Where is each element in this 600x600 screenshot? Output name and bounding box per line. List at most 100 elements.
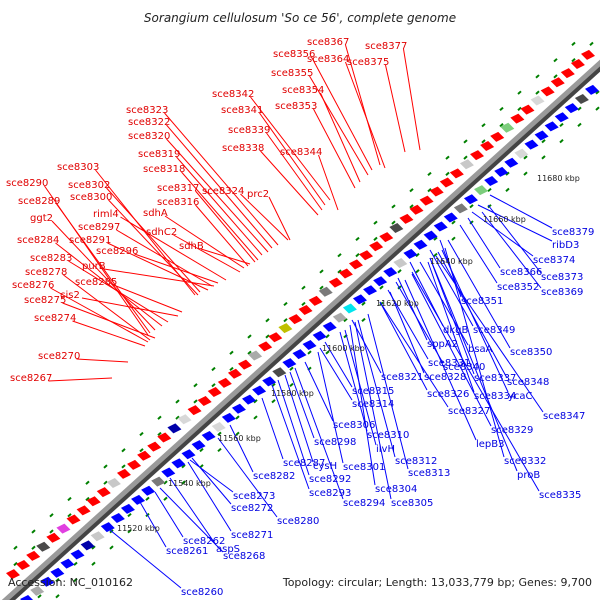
- forward-gene-label: sce8364: [307, 54, 349, 65]
- forward-connector: [164, 215, 245, 269]
- gene-forward-block: [36, 541, 51, 552]
- forward-gene-label: ggt2: [30, 213, 53, 224]
- tick-dot: [85, 496, 90, 502]
- tick-dot: [373, 220, 378, 225]
- tick-dot: [55, 577, 60, 583]
- forward-gene-label: sdhA: [143, 208, 168, 219]
- forward-gene-label: sce8275: [24, 295, 66, 306]
- gene-forward-block: [147, 441, 162, 452]
- gene-forward-block: [16, 560, 31, 571]
- reverse-gene-label: sce8327: [448, 406, 490, 417]
- reverse-connector: [304, 361, 334, 422]
- tick-dot: [361, 317, 366, 323]
- tick-dot: [523, 171, 528, 176]
- tick-dot: [37, 594, 42, 599]
- reverse-connector: [217, 437, 278, 518]
- forward-connector: [345, 61, 386, 169]
- tick-dot: [103, 464, 108, 469]
- gene-forward-block: [308, 295, 323, 306]
- tick-dot: [307, 350, 312, 355]
- reverse-gene-label: ilvH: [376, 444, 395, 455]
- gene-reverse-block: [40, 576, 55, 587]
- reverse-connector: [447, 239, 511, 349]
- gene-forward-block: [530, 95, 545, 106]
- gene-forward-block: [288, 314, 303, 325]
- gene-forward-block: [359, 250, 374, 261]
- reverse-gene-label: sce8352: [497, 282, 539, 293]
- reverse-gene-label: sppA2: [427, 339, 458, 350]
- gene-reverse-block: [443, 212, 458, 223]
- forward-gene-label: sce8341: [221, 105, 263, 116]
- gene-reverse-block: [302, 339, 317, 350]
- gene-forward-block: [490, 131, 505, 142]
- gene-reverse-block: [191, 440, 206, 451]
- tick-dot: [163, 496, 168, 501]
- gene-forward-block: [389, 222, 404, 233]
- scale-label: 11520 kbp: [117, 524, 160, 533]
- gene-reverse-block: [564, 103, 579, 114]
- scale-label: 11660 kbp: [483, 215, 526, 224]
- reverse-gene-label: sce8262: [183, 536, 225, 547]
- tick-dot: [49, 513, 54, 518]
- gene-forward-block: [177, 414, 192, 425]
- forward-connector: [81, 297, 179, 317]
- gene-reverse-block: [423, 230, 438, 241]
- reverse-gene-label: sce8351: [461, 296, 503, 307]
- forward-connector: [176, 156, 263, 256]
- tick-dot: [373, 236, 378, 241]
- tick-dot: [535, 90, 540, 95]
- backbone-shadow: [4, 62, 600, 600]
- reverse-connector: [397, 277, 428, 341]
- gene-forward-block: [127, 459, 142, 470]
- gene-forward-block: [6, 569, 20, 580]
- tick-dot: [73, 577, 78, 583]
- forward-connector: [259, 112, 326, 206]
- tick-dot: [577, 106, 582, 111]
- reverse-connector: [441, 249, 509, 393]
- gene-reverse-block: [514, 148, 529, 159]
- gene-reverse-block: [403, 248, 418, 259]
- forward-connector: [50, 287, 149, 343]
- gene-forward-block: [298, 304, 313, 315]
- tick-dot: [211, 366, 216, 372]
- reverse-connector: [271, 384, 310, 490]
- scale-label: 11680 kbp: [537, 174, 580, 183]
- gene-reverse-block: [585, 84, 599, 95]
- forward-gene-label: sce8344: [280, 147, 322, 158]
- reverse-gene-label: sce8331: [428, 358, 470, 369]
- tick-dot: [139, 431, 144, 437]
- reverse-gene-label: sce8260: [181, 587, 223, 598]
- tick-dot: [91, 561, 96, 566]
- tick-dot: [157, 431, 162, 437]
- tick-dot: [595, 106, 600, 111]
- tick-dot: [283, 318, 288, 323]
- reverse-gene-label: sce8312: [395, 456, 437, 467]
- gene-forward-block: [116, 468, 131, 479]
- reverse-connector: [411, 273, 492, 427]
- reverse-gene-label: sce8374: [533, 255, 575, 266]
- forward-gene-label: sce8338: [222, 143, 264, 154]
- forward-connector: [113, 284, 183, 313]
- tick-dot: [85, 480, 90, 485]
- reverse-connector: [477, 204, 553, 242]
- forward-connector: [320, 92, 361, 183]
- reverse-connector: [339, 331, 368, 432]
- gene-forward-block: [56, 523, 71, 534]
- gene-forward-block: [157, 432, 172, 443]
- tick-dot: [199, 464, 204, 469]
- forward-gene-label: sce8296: [96, 246, 138, 257]
- forward-gene-label: sce8377: [365, 41, 407, 52]
- gene-reverse-block: [494, 166, 509, 177]
- tick-dot: [427, 188, 432, 193]
- tick-dot: [595, 90, 600, 95]
- reverse-gene-label: sce8292: [309, 474, 351, 485]
- forward-connector: [403, 48, 421, 151]
- forward-connector: [62, 302, 156, 339]
- gene-reverse-block: [231, 403, 246, 414]
- gene-reverse-block: [221, 412, 236, 423]
- reverse-gene-label: sce8329: [491, 425, 533, 436]
- reverse-gene-label: ycaC: [508, 391, 533, 402]
- reverse-connector: [427, 261, 475, 393]
- gene-reverse-block: [201, 431, 216, 442]
- reverse-gene-label: sce8272: [231, 503, 273, 514]
